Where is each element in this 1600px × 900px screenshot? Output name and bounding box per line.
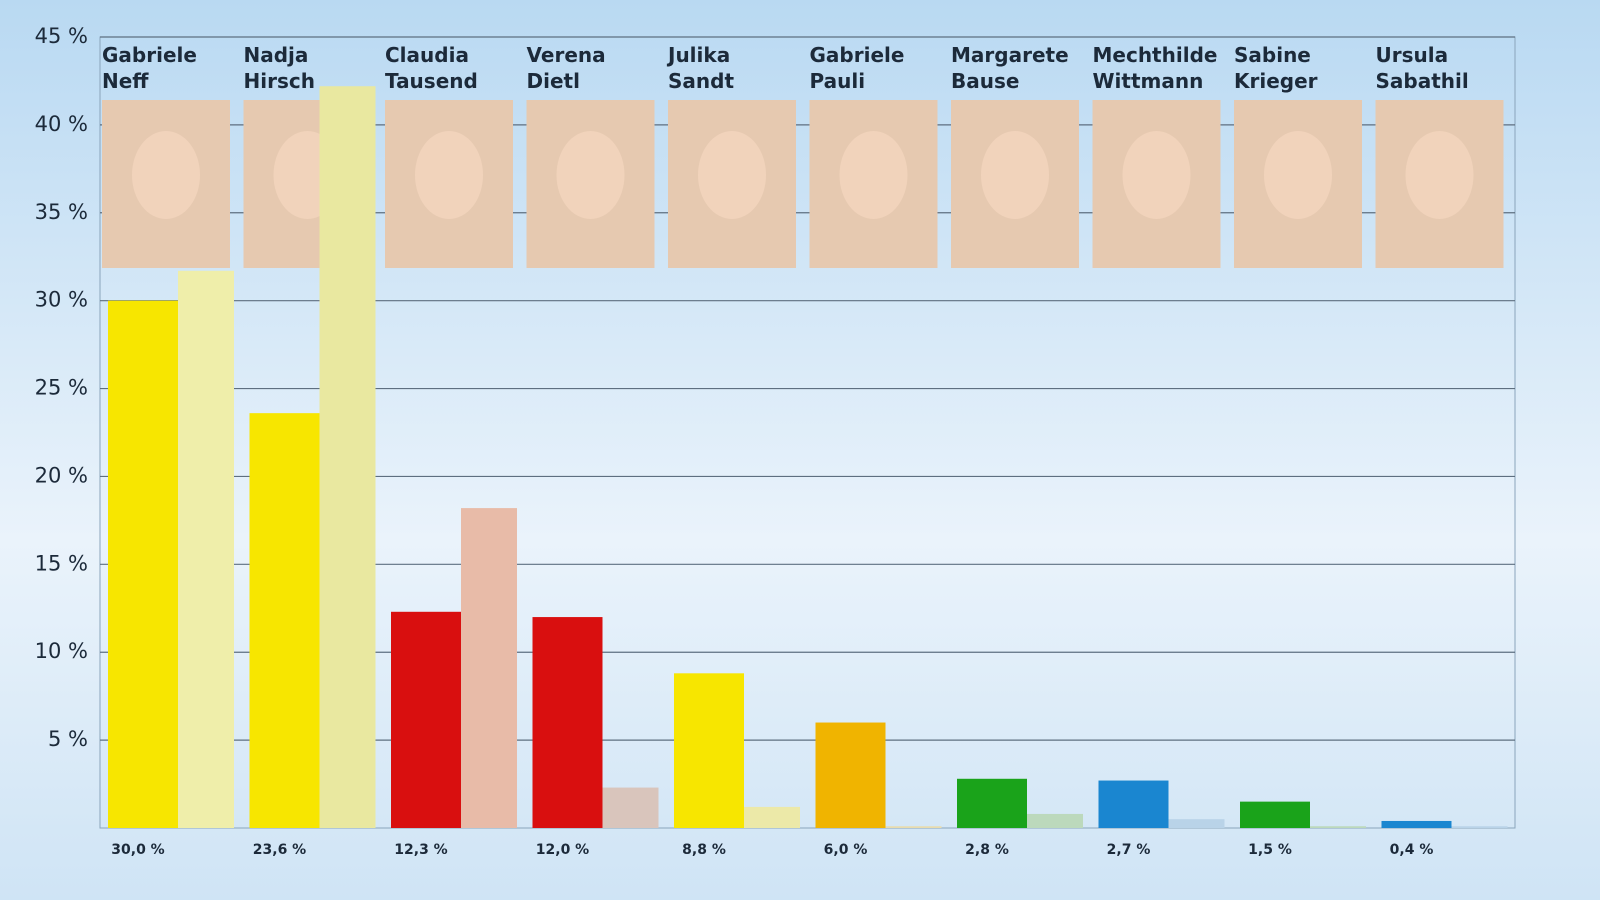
candidate-name: Julika Sandt <box>668 43 735 93</box>
y-tick-label: 20 % <box>35 463 88 487</box>
bar <box>1027 813 1083 828</box>
candidate-name: Nadja Hirsch <box>243 43 315 93</box>
bar <box>815 722 886 828</box>
bar <box>1451 826 1508 828</box>
candidate-name: Sabine Krieger <box>1234 43 1318 93</box>
y-tick-label: 30 % <box>35 288 88 312</box>
value-label: 6,0 % <box>824 842 868 858</box>
value-label: 8,8 % <box>682 842 726 858</box>
portrait-face <box>839 131 908 219</box>
value-label: 12,3 % <box>394 842 447 858</box>
bar <box>319 86 376 829</box>
y-tick-label: 40 % <box>35 112 88 136</box>
portrait-face <box>132 131 200 219</box>
y-tick-label: 25 % <box>35 376 88 400</box>
bar <box>885 826 942 828</box>
bar <box>1310 826 1366 828</box>
bar <box>674 673 744 828</box>
bar <box>1098 780 1169 828</box>
bar <box>391 611 461 828</box>
value-label: 0,4 % <box>1390 842 1434 858</box>
portrait-face <box>556 131 625 219</box>
value-label: 2,8 % <box>965 842 1009 858</box>
bar <box>744 806 800 828</box>
bar <box>249 413 320 828</box>
bar <box>1381 820 1452 828</box>
bar <box>178 270 234 829</box>
y-tick-label: 45 % <box>35 24 88 48</box>
value-label: 30,0 % <box>111 842 164 858</box>
candidate-name: Verena Dietl <box>526 43 606 93</box>
candidate-name: Mechthilde Wittmann <box>1092 43 1218 93</box>
y-tick-label: 5 % <box>48 727 88 751</box>
candidate-name: Claudia Tausend <box>385 43 478 93</box>
bar <box>602 787 659 828</box>
value-label: 1,5 % <box>1248 842 1292 858</box>
y-tick-label: 35 % <box>35 200 88 224</box>
candidate-name: Gabriele Neff <box>102 43 197 93</box>
candidate-name: Ursula Sabathil <box>1375 43 1469 93</box>
candidate-name: Margarete Bause <box>951 43 1069 93</box>
bar <box>461 508 517 828</box>
bar <box>957 778 1027 828</box>
value-label: 2,7 % <box>1107 842 1151 858</box>
value-label: 23,6 % <box>253 842 306 858</box>
portrait-face <box>1122 131 1191 219</box>
y-tick-label: 15 % <box>35 551 88 575</box>
bar <box>1168 819 1225 828</box>
portrait-face <box>698 131 766 219</box>
portrait-face <box>1405 131 1474 219</box>
portrait-face <box>981 131 1049 219</box>
y-tick-label: 10 % <box>35 639 88 663</box>
value-label: 12,0 % <box>536 842 589 858</box>
bar <box>532 617 603 828</box>
bar <box>1240 801 1310 828</box>
candidate-name: Gabriele Pauli <box>809 43 905 93</box>
portrait-face <box>1264 131 1332 219</box>
portrait-face <box>415 131 483 219</box>
bar <box>108 300 178 829</box>
